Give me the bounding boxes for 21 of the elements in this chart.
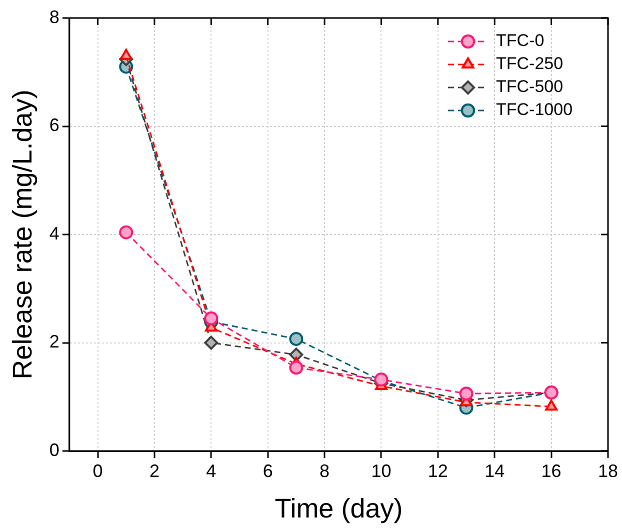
legend-label: TFC-250 [496,54,564,74]
y-tick-label: 8 [49,6,60,27]
x-tick-label: 14 [484,460,505,481]
x-tick-label: 4 [206,460,216,481]
x-axis-title: Time (day) [274,493,403,524]
legend-label: TFC-0 [496,31,544,50]
x-tick-label: 12 [428,460,448,481]
x-tick-label: 18 [598,460,618,481]
x-tick-label: 2 [149,460,160,481]
y-tick-label: 2 [49,332,60,352]
x-tick-label: 10 [371,460,392,481]
y-tick-label: 6 [49,115,60,136]
y-tick-label: 4 [49,223,60,244]
y-axis-title: Release rate (mg/L.day) [8,90,38,380]
x-tick-label: 0 [92,460,103,481]
x-tick-label: 16 [541,460,562,481]
y-tick-label: 0 [49,440,60,460]
x-tick-label: 6 [262,460,273,481]
legend-label: TFC-500 [496,77,564,96]
x-tick-label: 8 [320,460,330,481]
legend-label: TFC-1000 [496,100,573,120]
